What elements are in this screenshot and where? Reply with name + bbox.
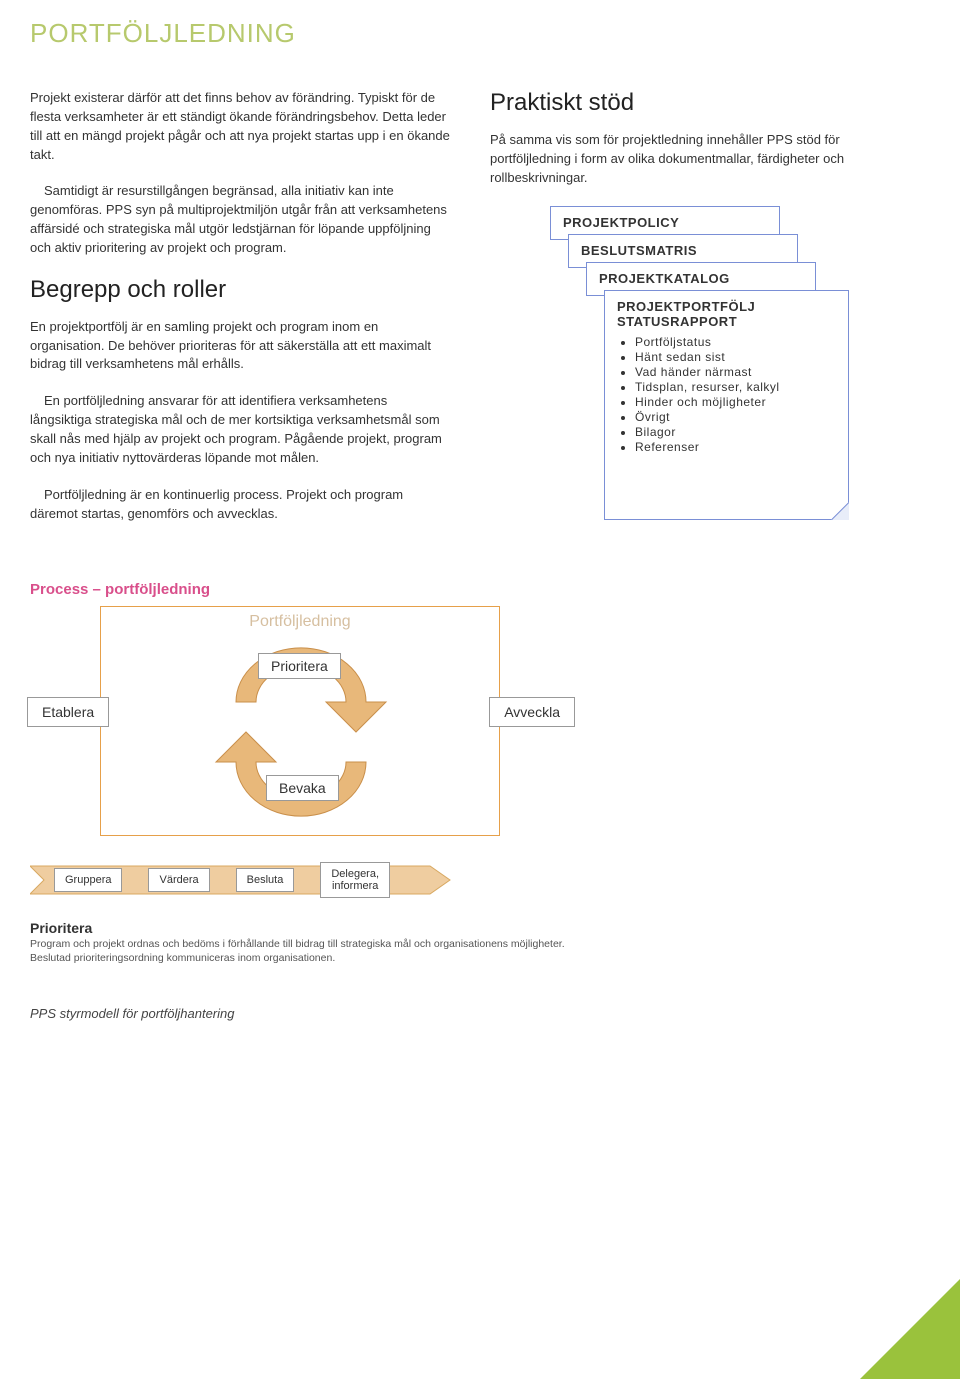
intro-paragraph-2: Samtidigt är resurstillgången begränsad,… <box>30 182 450 257</box>
two-column-layout: Projekt existerar därför att det finns b… <box>0 49 960 541</box>
process-label-prioritera: Prioritera <box>258 653 341 679</box>
document-stack-diagram: PROJEKTPOLICY BESLUTSMATRIS PROJEKTKATAL… <box>550 206 890 536</box>
page-fold-icon <box>831 502 849 520</box>
prioritera-subheading: Prioritera <box>30 920 590 936</box>
figure-caption: PPS styrmodell för portföljhantering <box>30 1006 960 1021</box>
page-title: PORTFÖLJLEDNING <box>0 0 960 49</box>
list-item: Bilagor <box>635 425 836 439</box>
list-item: Tidsplan, resurser, kalkyl <box>635 380 836 394</box>
process-label-etablera: Etablera <box>27 697 109 727</box>
process-label-bevaka: Bevaka <box>266 775 339 801</box>
left-column: Projekt existerar därför att det finns b… <box>30 89 450 541</box>
step-gruppera: Gruppera <box>54 868 122 892</box>
sub-step-row: Gruppera Värdera Besluta Delegera, infor… <box>30 854 590 906</box>
right-column: Praktiskt stöd På samma vis som för proj… <box>490 89 920 541</box>
list-item: Övrigt <box>635 410 836 424</box>
list-item: Referenser <box>635 440 836 454</box>
process-label-avveckla: Avveckla <box>489 697 575 727</box>
begrepp-p3: Portföljledning är en kontinuerlig proce… <box>30 486 450 524</box>
step-delegera: Delegera, informera <box>320 862 390 898</box>
step-besluta: Besluta <box>236 868 295 892</box>
stack-card-label: PROJEKTPOLICY <box>563 215 679 230</box>
cycle-arrows: Prioritera Bevaka <box>196 647 406 817</box>
praktiskt-heading: Praktiskt stöd <box>490 89 920 117</box>
list-item: Hänt sedan sist <box>635 350 836 364</box>
list-item: Vad händer närmast <box>635 365 836 379</box>
begrepp-heading: Begrepp och roller <box>30 276 450 304</box>
intro-paragraph-1: Projekt existerar därför att det finns b… <box>30 89 450 164</box>
begrepp-p1: En projektportfölj är en samling projekt… <box>30 318 450 375</box>
step-vardera: Värdera <box>148 868 209 892</box>
process-box: Portföljledning Etablera Avveckla Priori… <box>100 606 500 836</box>
prioritera-description: Program och projekt ordnas och bedöms i … <box>30 938 590 965</box>
stack-card-status: PROJEKTPORTFÖLJ STATUSRAPPORT Portföljst… <box>604 290 849 520</box>
stack-card-status-list: Portföljstatus Hänt sedan sist Vad hände… <box>635 335 836 454</box>
process-title: Process – portföljledning <box>30 581 590 598</box>
tieto-logo: tieto <box>830 1269 960 1379</box>
list-item: Portföljstatus <box>635 335 836 349</box>
stack-card-label: PROJEKTKATALOG <box>599 271 730 286</box>
begrepp-p2: En portföljledning ansvarar för att iden… <box>30 392 450 467</box>
process-box-title: Portföljledning <box>101 607 499 631</box>
list-item: Hinder och möjligheter <box>635 395 836 409</box>
process-diagram: Process – portföljledning Portföljlednin… <box>30 581 590 965</box>
praktiskt-p1: På samma vis som för projektledning inne… <box>490 131 920 188</box>
stack-card-label: BESLUTSMATRIS <box>581 243 697 258</box>
stack-card-status-title: PROJEKTPORTFÖLJ STATUSRAPPORT <box>617 299 836 329</box>
